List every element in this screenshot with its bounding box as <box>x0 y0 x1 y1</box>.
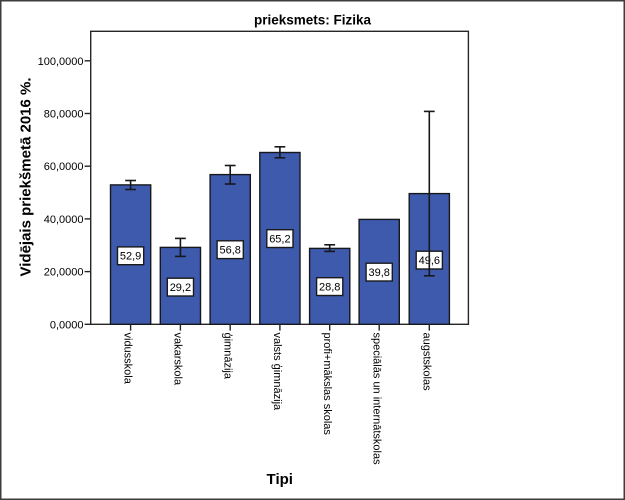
svg-text:100,0000: 100,0000 <box>38 56 84 68</box>
svg-text:augstskolas: augstskolas <box>420 333 432 392</box>
svg-text:vidusskola: vidusskola <box>122 333 134 385</box>
svg-text:52,9: 52,9 <box>120 251 141 263</box>
svg-text:28,8: 28,8 <box>319 282 340 294</box>
svg-text:56,8: 56,8 <box>219 245 240 257</box>
svg-text:80,0000: 80,0000 <box>44 109 84 121</box>
svg-text:vakarskola: vakarskola <box>172 333 184 386</box>
svg-text:65,2: 65,2 <box>269 234 290 246</box>
svg-text:39,8: 39,8 <box>368 267 389 279</box>
svg-text:0,0000: 0,0000 <box>50 319 84 331</box>
svg-text:20,0000: 20,0000 <box>44 267 84 279</box>
svg-text:60,0000: 60,0000 <box>44 161 84 173</box>
svg-text:Tipi: Tipi <box>267 471 293 488</box>
svg-text:profi+mākslas skolas: profi+mākslas skolas <box>321 333 333 436</box>
svg-text:Vidējais priekšmetā 2016 %.: Vidējais priekšmetā 2016 %. <box>18 77 35 276</box>
svg-text:29,2: 29,2 <box>170 282 191 294</box>
svg-text:prieksmets: Fizika: prieksmets: Fizika <box>254 12 372 27</box>
svg-text:speciālās un internātskolas: speciālās un internātskolas <box>370 333 382 466</box>
svg-text:40,0000: 40,0000 <box>44 214 84 226</box>
svg-text:ģimnāzija: ģimnāzija <box>221 333 234 380</box>
svg-text:valsts ģimnāzija: valsts ģimnāzija <box>271 333 284 412</box>
